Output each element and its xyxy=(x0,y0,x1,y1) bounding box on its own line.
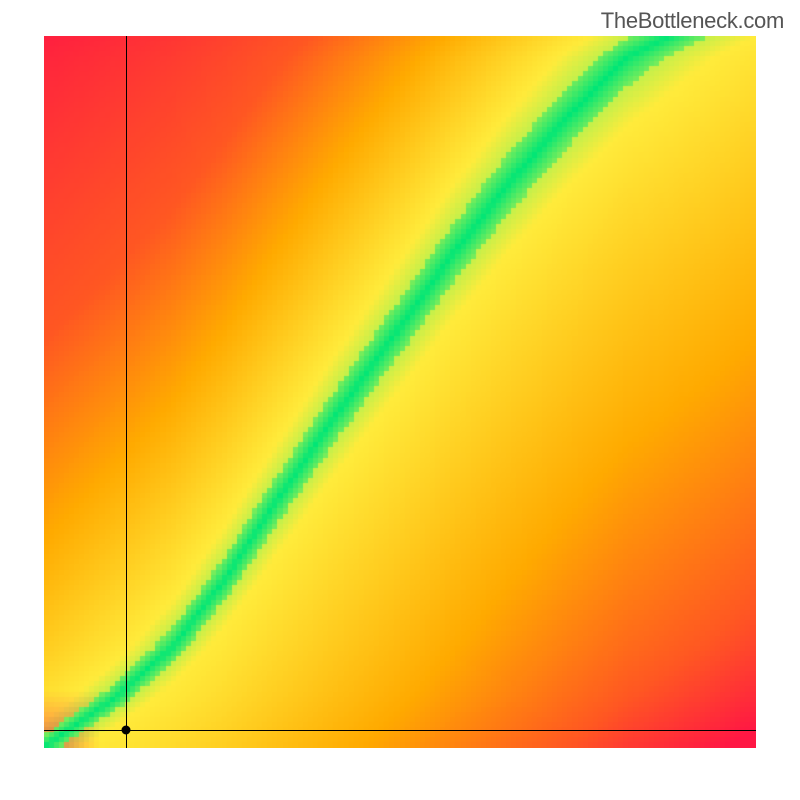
heatmap-canvas xyxy=(44,36,756,748)
watermark-text: TheBottleneck.com xyxy=(601,8,784,34)
crosshair-vertical xyxy=(126,36,127,748)
crosshair-horizontal xyxy=(44,730,756,731)
heatmap-chart xyxy=(44,36,756,748)
crosshair-point xyxy=(121,726,130,735)
